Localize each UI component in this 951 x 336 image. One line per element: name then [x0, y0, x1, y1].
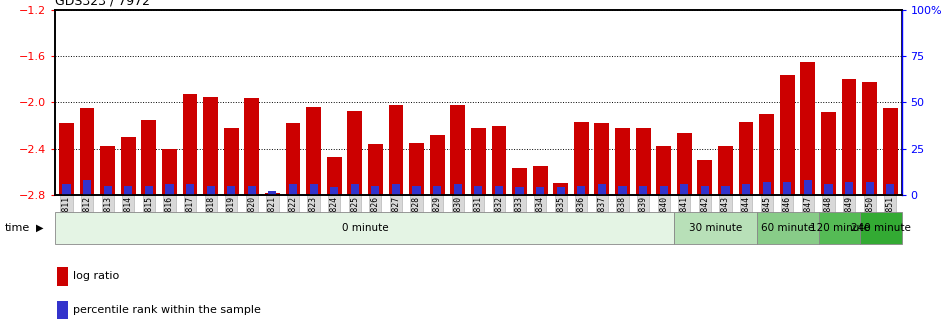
Bar — [80, 108, 94, 195]
Bar — [722, 185, 729, 195]
Bar — [757, 212, 819, 244]
Bar — [371, 185, 379, 195]
Bar — [656, 146, 671, 195]
Text: log ratio: log ratio — [73, 271, 120, 281]
Bar — [409, 143, 424, 195]
Bar — [121, 137, 136, 195]
Bar — [573, 122, 589, 195]
Text: 0 minute: 0 minute — [341, 223, 388, 233]
Bar — [635, 128, 650, 195]
Bar — [598, 184, 606, 195]
Bar — [861, 212, 902, 244]
Bar — [615, 128, 630, 195]
Bar — [351, 184, 359, 195]
Bar — [433, 185, 441, 195]
Bar — [206, 185, 215, 195]
Bar — [125, 185, 132, 195]
Bar — [327, 157, 341, 195]
Bar — [268, 191, 277, 195]
Text: 240 minute: 240 minute — [851, 223, 911, 233]
Text: 60 minute: 60 minute — [762, 223, 815, 233]
Bar — [825, 184, 832, 195]
Bar — [368, 144, 383, 195]
Bar — [639, 185, 648, 195]
Bar — [204, 97, 218, 195]
Bar — [162, 149, 177, 195]
Bar — [227, 185, 235, 195]
Bar — [186, 184, 194, 195]
Bar — [763, 182, 770, 195]
Bar — [223, 128, 239, 195]
Bar — [536, 187, 544, 195]
Bar — [553, 183, 568, 195]
Bar — [165, 184, 173, 195]
Text: GDS323 / 7972: GDS323 / 7972 — [55, 0, 150, 7]
Bar — [780, 75, 795, 195]
Bar — [145, 185, 153, 195]
Bar — [285, 123, 301, 195]
Bar — [618, 185, 627, 195]
Bar — [306, 107, 321, 195]
Bar — [475, 185, 482, 195]
Bar — [844, 182, 853, 195]
Bar — [100, 146, 115, 195]
Bar — [680, 184, 689, 195]
Bar — [863, 82, 877, 195]
Bar — [183, 94, 198, 195]
Text: ▶: ▶ — [36, 223, 44, 233]
Bar — [495, 185, 503, 195]
Bar — [63, 184, 70, 195]
Text: 30 minute: 30 minute — [689, 223, 743, 233]
Bar — [347, 111, 362, 195]
Bar — [142, 120, 156, 195]
Bar — [742, 184, 750, 195]
Bar — [104, 185, 112, 195]
Bar — [784, 182, 791, 195]
Bar — [309, 184, 318, 195]
Bar — [594, 123, 610, 195]
Bar — [819, 212, 861, 244]
Bar — [430, 135, 444, 195]
Bar — [389, 105, 403, 195]
Bar — [244, 98, 260, 195]
Bar — [677, 132, 691, 195]
Bar — [451, 105, 465, 195]
Bar — [701, 185, 708, 195]
Bar — [515, 187, 524, 195]
Bar — [842, 79, 857, 195]
Bar — [674, 212, 757, 244]
Bar — [883, 108, 898, 195]
Text: 120 minute: 120 minute — [809, 223, 869, 233]
Bar — [413, 185, 420, 195]
Bar — [533, 166, 548, 195]
Bar — [556, 187, 565, 195]
Bar — [265, 193, 280, 195]
Bar — [55, 212, 674, 244]
Bar — [83, 180, 91, 195]
Bar — [577, 185, 586, 195]
Bar — [248, 185, 256, 195]
Bar — [865, 182, 874, 195]
Bar — [59, 123, 74, 195]
Bar — [886, 184, 894, 195]
Bar — [718, 146, 733, 195]
Text: percentile rank within the sample: percentile rank within the sample — [73, 305, 262, 315]
Bar — [392, 184, 400, 195]
Bar — [513, 168, 527, 195]
Bar — [454, 184, 462, 195]
Bar — [821, 112, 836, 195]
Bar — [660, 185, 668, 195]
Bar — [492, 126, 506, 195]
Bar — [804, 180, 812, 195]
Bar — [289, 184, 297, 195]
Bar — [330, 187, 339, 195]
Bar — [697, 160, 712, 195]
Bar — [471, 128, 486, 195]
Bar — [759, 114, 774, 195]
Bar — [739, 122, 753, 195]
Text: time: time — [5, 223, 30, 233]
Bar — [801, 62, 815, 195]
